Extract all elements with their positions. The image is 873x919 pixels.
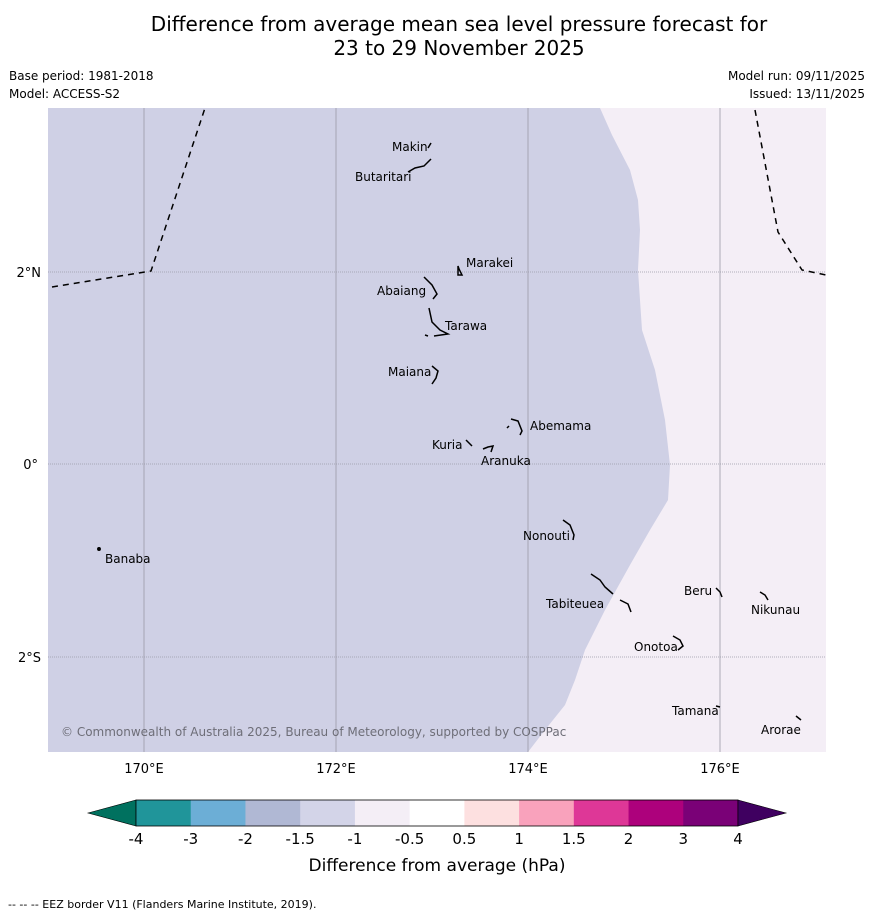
colorbar-tick-label: -4 xyxy=(129,830,144,848)
label-nikunau: Nikunau xyxy=(751,603,800,617)
island-butaritari xyxy=(407,158,432,173)
colorbar-tick-label: -1.5 xyxy=(286,830,315,848)
colorbar-over-arrow xyxy=(737,799,788,827)
lon-label-172e: 172°E xyxy=(316,762,356,777)
island-nonouti xyxy=(562,519,575,541)
colorbar-tick-label: 2 xyxy=(624,830,634,848)
colorbar: -4 -3 -2 -1.5 -1 -0.5 0.5 1 1.5 2 3 4 Difference fr… xyxy=(86,799,788,876)
colorbar-ticks: -4 -3 -2 -1.5 -1 -0.5 0.5 1 1.5 2 3 4 xyxy=(129,830,743,848)
lon-labels: 170°E 172°E 174°E 176°E xyxy=(124,762,740,777)
title-line-2: 23 to 29 November 2025 xyxy=(333,36,585,60)
colorbar-segment xyxy=(573,800,630,826)
issued-date: Issued: 13/11/2025 xyxy=(749,87,865,101)
colorbar-segment xyxy=(136,800,192,826)
island-beru xyxy=(715,587,723,598)
island-marakei xyxy=(457,265,464,276)
colorbar-tick-label: -3 xyxy=(183,830,198,848)
colorbar-under-arrow xyxy=(86,799,137,827)
colorbar-segment xyxy=(628,800,684,826)
base-period: Base period: 1981-2018 xyxy=(9,69,154,83)
anomaly-field xyxy=(48,108,826,752)
label-abaiang: Abaiang xyxy=(377,284,426,298)
colorbar-segments xyxy=(135,799,739,827)
island-onotoa xyxy=(672,635,684,651)
colorbar-segment xyxy=(190,800,246,826)
colorbar-segment xyxy=(464,800,520,826)
colorbar-segment xyxy=(409,800,465,826)
colorbar-segment xyxy=(245,800,301,826)
label-tamana: Tamana xyxy=(671,704,719,718)
island-makin xyxy=(427,142,432,149)
lon-label-170e: 170°E xyxy=(124,762,164,777)
label-aranuka: Aranuka xyxy=(481,454,531,468)
lat-label-0: 0° xyxy=(23,458,38,473)
colorbar-segment xyxy=(300,800,356,826)
colorbar-tick-label: -0.5 xyxy=(395,830,424,848)
label-abemama: Abemama xyxy=(530,419,591,433)
island-tabiteuea xyxy=(590,573,632,613)
lat-label-2s: 2°S xyxy=(18,651,41,666)
label-arorae: Arorae xyxy=(761,723,801,737)
model-run: Model run: 09/11/2025 xyxy=(727,69,865,83)
anomaly-region-blue xyxy=(48,108,670,752)
label-butaritari: Butaritari xyxy=(355,170,412,184)
eez-footnote: -- -- -- EEZ border V11 (Flanders Marine… xyxy=(8,898,317,911)
label-marakei: Marakei xyxy=(466,256,513,270)
colorbar-tick-label: 3 xyxy=(678,830,688,848)
label-makin: Makin xyxy=(392,140,428,154)
meta-right: Model run: 09/11/2025 Issued: 13/11/2025 xyxy=(728,67,865,103)
island-kuria xyxy=(465,439,473,447)
island-nikunau xyxy=(759,591,769,601)
colorbar-segment xyxy=(519,800,575,826)
colorbar-tick-label: 1 xyxy=(514,830,524,848)
island-banaba xyxy=(97,547,101,551)
copyright-text: © Commonwealth of Australia 2025, Bureau… xyxy=(61,725,566,739)
label-kuria: Kuria xyxy=(432,438,463,452)
label-maiana: Maiana xyxy=(388,365,431,379)
colorbar-label: Difference from average (hPa) xyxy=(309,856,566,876)
model-name: Model: ACCESS-S2 xyxy=(9,87,121,101)
gridlines xyxy=(48,108,826,752)
colorbar-tick-label: 4 xyxy=(733,830,743,848)
island-tamana xyxy=(715,705,721,708)
islands xyxy=(97,142,802,721)
island-arorae xyxy=(795,715,802,721)
colorbar-tick-label: 1.5 xyxy=(562,830,586,848)
lat-labels: 2°N 0° 2°S xyxy=(17,266,42,666)
colorbar-segment xyxy=(683,800,739,826)
lat-label-2n: 2°N xyxy=(17,266,42,281)
colorbar-tick-label: 0.5 xyxy=(452,830,476,848)
colorbar-tick-label: -2 xyxy=(238,830,253,848)
label-onotoa: Onotoa xyxy=(634,640,678,654)
island-abaiang xyxy=(423,276,438,300)
island-aranuka xyxy=(482,445,495,453)
place-labels: Makin Butaritari Marakei Abaiang Tarawa … xyxy=(105,140,801,737)
colorbar-segment xyxy=(354,800,411,826)
eez-borders xyxy=(51,108,826,288)
title-line-1: Difference from average mean sea level p… xyxy=(150,12,768,36)
island-abemama xyxy=(506,418,523,436)
label-beru: Beru xyxy=(684,584,712,598)
label-banaba: Banaba xyxy=(105,552,151,566)
colorbar-tick-label: -1 xyxy=(347,830,362,848)
lon-label-176e: 176°E xyxy=(700,762,740,777)
meta-left: Base period: 1981-2018 Model: ACCESS-S2 xyxy=(9,67,154,103)
label-tabiteuea: Tabiteuea xyxy=(545,597,604,611)
lon-label-174e: 174°E xyxy=(508,762,548,777)
chart-title: Difference from average mean sea level p… xyxy=(0,12,873,60)
island-maiana xyxy=(431,365,439,385)
label-tarawa: Tarawa xyxy=(444,319,487,333)
eez-border-east xyxy=(754,109,826,276)
eez-border-west xyxy=(51,108,206,288)
label-nonouti: Nonouti xyxy=(523,529,570,543)
island-tarawa xyxy=(424,307,451,337)
